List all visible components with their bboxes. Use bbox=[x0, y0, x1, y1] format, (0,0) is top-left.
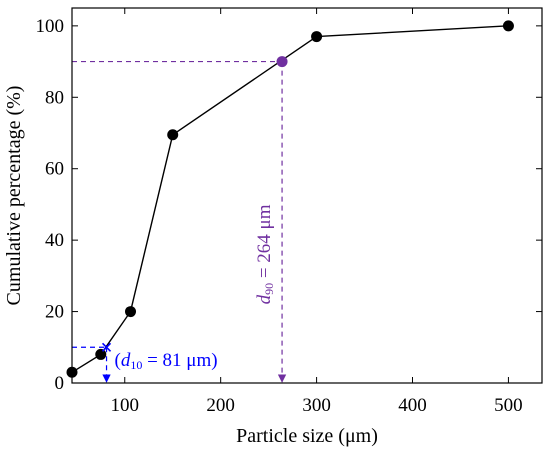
x-tick-label: 100 bbox=[111, 395, 140, 416]
y-tick-label: 80 bbox=[45, 87, 64, 108]
x-tick-label: 200 bbox=[206, 395, 235, 416]
y-axis-label: Cumulative percentage (%) bbox=[3, 86, 25, 306]
y-tick-label: 0 bbox=[55, 373, 65, 394]
x-tick-label: 300 bbox=[302, 395, 331, 416]
d90-point bbox=[276, 56, 288, 68]
y-tick-label: 20 bbox=[45, 302, 64, 323]
guide-lines bbox=[72, 60, 287, 383]
d10-annotation: (d10 = 81 μm) bbox=[115, 350, 218, 372]
y-tick-label: 40 bbox=[45, 230, 64, 251]
d90-annotation: d90 = 264 μm bbox=[254, 204, 276, 304]
ticks: 100 200 300 400 500 0 20 40 60 80 100 bbox=[36, 8, 542, 416]
data-point bbox=[95, 348, 107, 360]
x-axis-label: Particle size (μm) bbox=[236, 425, 378, 447]
series bbox=[66, 20, 514, 378]
d10-marker bbox=[101, 342, 112, 352]
x-tick-label: 500 bbox=[494, 395, 523, 416]
series-line bbox=[71, 25, 509, 373]
data-point bbox=[167, 129, 179, 141]
x-tick-label: 400 bbox=[398, 395, 427, 416]
data-point bbox=[311, 31, 323, 43]
y-tick-label: 100 bbox=[36, 16, 65, 37]
data-point bbox=[125, 306, 137, 318]
y-tick-label: 60 bbox=[45, 159, 64, 180]
data-point bbox=[502, 20, 514, 32]
plot-frame bbox=[71, 7, 543, 384]
